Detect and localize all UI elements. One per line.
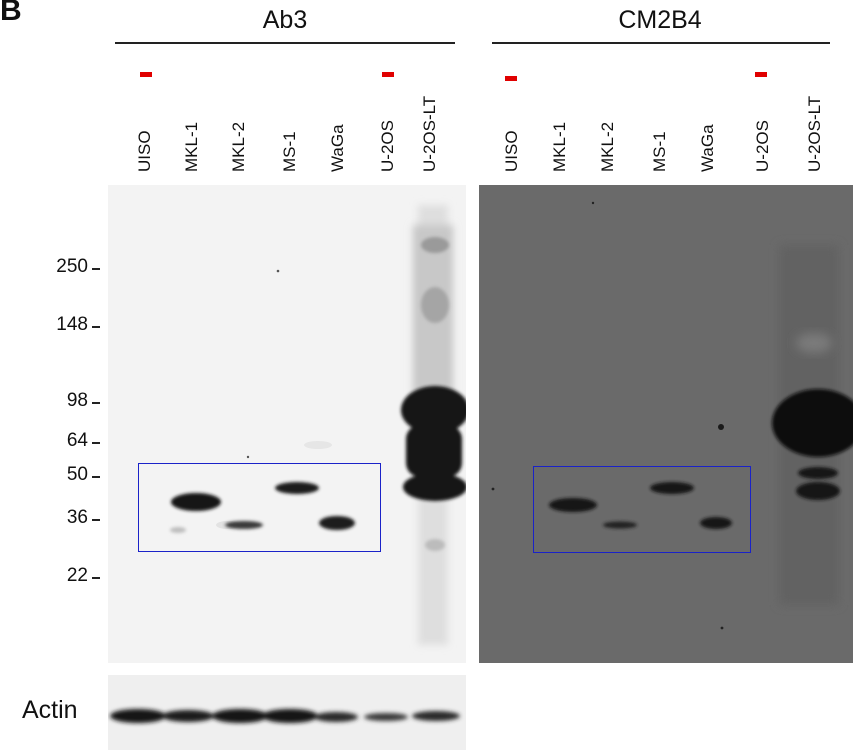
group-line-ab3 [115, 42, 455, 44]
group-title-cm2b4: CM2B4 [618, 6, 702, 34]
group-line-cm2b4 [492, 42, 830, 44]
lane-label: WaGa [698, 124, 717, 172]
lane-label: U-2OS-LT [420, 95, 439, 172]
mw-tick [92, 442, 100, 444]
mw-tick [92, 577, 100, 579]
mw-tick [92, 402, 100, 404]
lane-label: MKL-1 [182, 121, 201, 172]
blot-cm2b4 [479, 185, 853, 663]
negative-marker [382, 72, 394, 77]
mw-marker-label: 22 [66, 565, 88, 586]
mw-marker-label: 36 [66, 507, 88, 528]
negative-marker [505, 76, 517, 81]
lane-label: MS-1 [280, 131, 299, 172]
mw-marker-label: 250 [56, 256, 88, 277]
highlight-box-ab3 [138, 463, 381, 552]
group-title-ab3: Ab3 [262, 6, 308, 34]
lane-label: MKL-2 [229, 121, 248, 172]
bands [549, 482, 732, 529]
lane-label: WaGa [328, 124, 347, 172]
lane-label: U-2OS-LT [805, 95, 824, 172]
mw-marker-label: 148 [56, 314, 88, 335]
mw-tick [92, 326, 100, 328]
lane-label: MS-1 [650, 131, 669, 172]
negative-marker [140, 72, 152, 77]
lane-label: U-2OS [753, 120, 772, 172]
negative-marker [755, 72, 767, 77]
mw-tick [92, 476, 100, 478]
mw-marker-label: 50 [66, 464, 88, 485]
actin-label: Actin [22, 696, 78, 724]
mw-tick [92, 519, 100, 521]
mw-tick [92, 268, 100, 270]
lane-label: MKL-2 [598, 121, 617, 172]
lane-label: UISO [502, 130, 521, 172]
blot-ab3 [108, 185, 466, 663]
lane-label: UISO [135, 130, 154, 172]
highlight-box-cm2b4 [533, 466, 751, 553]
actin-bands [110, 709, 460, 723]
blot-actin [108, 675, 466, 750]
mw-marker-label: 64 [66, 430, 88, 451]
bands [170, 482, 355, 533]
lane-label: MKL-1 [550, 121, 569, 172]
mw-marker-label: 98 [66, 390, 88, 411]
lane-label: U-2OS [378, 120, 397, 172]
panel-letter: B [0, 0, 22, 27]
